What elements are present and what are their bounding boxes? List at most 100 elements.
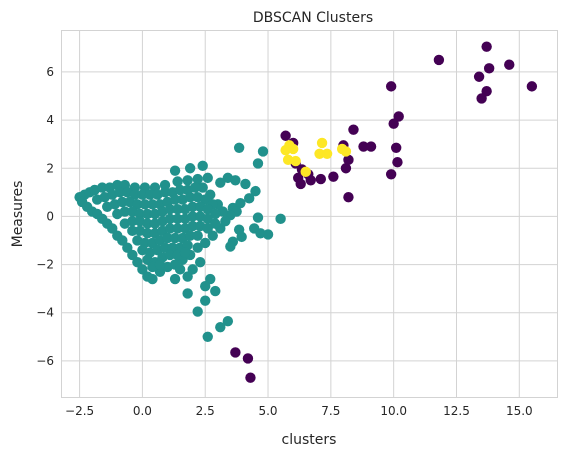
- scatter-point: [504, 59, 515, 70]
- scatter-point: [205, 273, 216, 285]
- scatter-point: [215, 321, 226, 333]
- scatter-point: [154, 266, 166, 277]
- scatter-point: [483, 63, 495, 74]
- scatter-point: [305, 175, 316, 186]
- scatter-point: [187, 201, 198, 212]
- scatter-point: [481, 41, 492, 52]
- scatter-point: [290, 155, 301, 167]
- scatter-point: [233, 142, 245, 153]
- scatter-point: [200, 295, 211, 306]
- scatter-point: [192, 230, 203, 241]
- scatter-point: [287, 143, 299, 155]
- scatter-point: [250, 185, 261, 197]
- scatter-point: [200, 237, 211, 249]
- scatter-point: [280, 130, 291, 141]
- y-tick-label: −4: [36, 306, 54, 320]
- x-tick-label: 12.5: [443, 404, 470, 418]
- scatter-point: [252, 212, 264, 223]
- scatter-point: [147, 273, 158, 285]
- scatter-point: [172, 176, 183, 187]
- scatter-point: [97, 182, 108, 193]
- scatter-point: [481, 85, 492, 97]
- x-axis-label: clusters: [282, 432, 337, 448]
- scatter-point: [137, 189, 148, 200]
- scatter-point: [202, 172, 213, 184]
- scatter-point: [257, 146, 269, 157]
- scatter-point: [433, 54, 445, 66]
- scatter-point: [225, 241, 236, 252]
- scatter-point: [222, 315, 234, 327]
- scatter-point: [197, 182, 208, 193]
- scatter-point: [169, 165, 181, 176]
- x-tick-label: 10.0: [380, 404, 407, 418]
- scatter-point: [172, 213, 183, 225]
- scatter-point: [236, 231, 247, 243]
- scatter-point: [114, 187, 125, 198]
- scatter-point: [164, 249, 176, 261]
- scatter-point: [192, 306, 203, 317]
- scatter-point: [340, 146, 352, 157]
- scatter-point: [142, 228, 153, 239]
- scatter-point: [348, 124, 359, 135]
- scatter-point: [184, 191, 196, 203]
- scatter-point: [300, 166, 311, 178]
- scatter-point: [172, 203, 183, 215]
- scatter-point: [174, 184, 186, 196]
- scatter-point: [385, 169, 397, 180]
- x-tick-label: 0.0: [133, 404, 152, 418]
- y-tick-label: 2: [46, 161, 54, 175]
- scatter-point: [321, 148, 333, 160]
- scatter-point: [388, 118, 399, 129]
- scatter-point: [159, 187, 171, 198]
- scatter-point: [172, 223, 183, 234]
- scatter-point: [314, 148, 325, 160]
- scatter-point: [200, 194, 211, 205]
- scatter-point: [220, 216, 231, 227]
- y-tick-labels: −6 −4 −2 0 2 4 6: [36, 65, 54, 368]
- scatter-point: [184, 163, 196, 174]
- scatter-point: [117, 235, 128, 246]
- data-points: [74, 41, 538, 383]
- scatter-point: [192, 173, 203, 185]
- scatter-point: [202, 203, 213, 215]
- scatter-point: [202, 223, 213, 234]
- scatter-point: [393, 111, 404, 122]
- scatter-point: [200, 281, 211, 292]
- scatter-point: [122, 242, 133, 253]
- scatter-point: [182, 288, 193, 299]
- scatter-point: [385, 81, 397, 92]
- scatter-point: [162, 232, 173, 244]
- scatter-point: [127, 249, 138, 261]
- scatter-point: [365, 141, 377, 152]
- scatter-point: [262, 229, 274, 240]
- scatter-point: [129, 182, 141, 193]
- scatter-point: [240, 178, 251, 190]
- scatter-point: [179, 247, 191, 258]
- scatter-point: [245, 372, 256, 383]
- scatter-point: [159, 179, 171, 191]
- scatter-point: [275, 213, 286, 225]
- scatter-point: [390, 142, 402, 153]
- x-tick-labels: −2.5 0.0 2.5 5.0 7.5 10.0 12.5 15.0: [65, 404, 533, 418]
- scatter-point: [187, 264, 198, 275]
- scatter-point: [210, 285, 221, 297]
- scatter-point: [202, 331, 213, 343]
- scatter-point: [526, 81, 538, 92]
- scatter-point: [132, 256, 143, 268]
- x-tick-label: 5.0: [258, 404, 277, 418]
- y-tick-label: −6: [36, 354, 54, 368]
- scatter-point: [119, 206, 131, 217]
- scatter-point: [328, 171, 339, 182]
- scatter-point: [230, 347, 241, 358]
- scatter-point: [154, 259, 166, 270]
- scatter-point: [295, 178, 306, 190]
- scatter-point: [127, 225, 138, 237]
- scatter-point: [182, 175, 193, 186]
- scatter-point: [194, 256, 206, 268]
- scatter-point: [142, 208, 153, 220]
- scatter-point: [174, 264, 186, 275]
- scatter-point: [202, 213, 213, 225]
- scatter-point: [169, 232, 181, 244]
- scatter-point: [243, 193, 255, 204]
